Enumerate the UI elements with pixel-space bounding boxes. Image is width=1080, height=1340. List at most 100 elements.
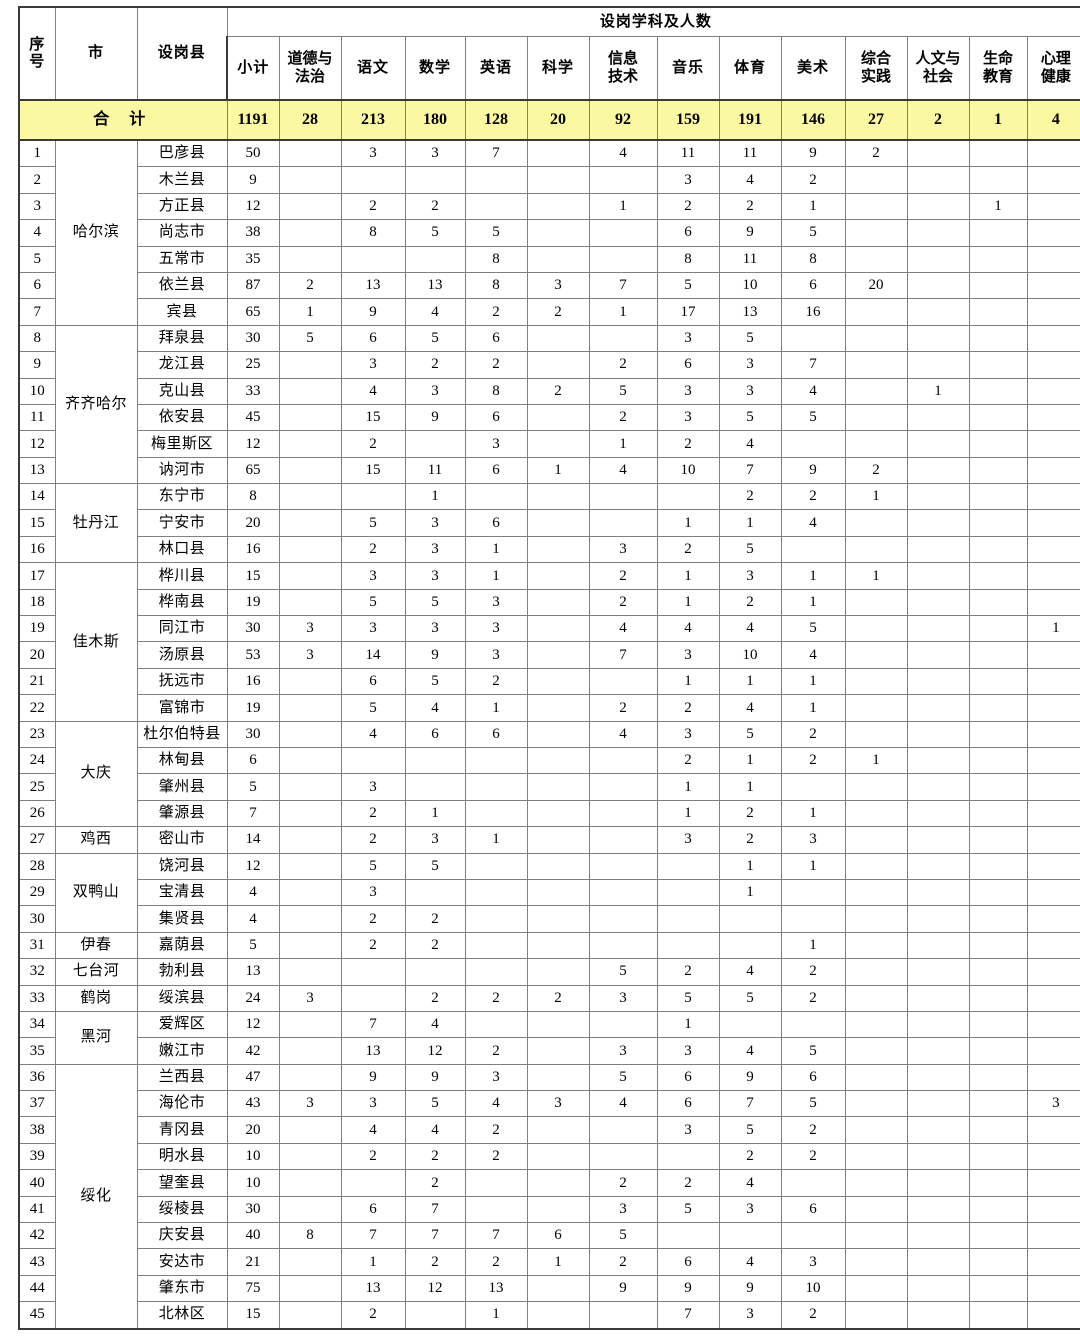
cell-math: 3 [404, 377, 466, 405]
row-county: 肇东市 [136, 1274, 228, 1303]
header-city: 市 [54, 6, 138, 101]
cell-morality-law [278, 1142, 342, 1171]
cell-art: 1 [780, 192, 846, 221]
table-row: 32 七台河 勃利县 13 5 2 4 2 [18, 958, 1080, 986]
cell-subtotal: 9 [226, 166, 280, 194]
row-county: 五常市 [136, 245, 228, 273]
cell-math [404, 430, 466, 458]
cell-science [526, 192, 590, 221]
cell-chinese: 4 [340, 377, 406, 405]
cell-pe: 1 [718, 746, 782, 775]
cell-humanities-society [906, 1248, 970, 1276]
cell-morality-law [278, 1037, 342, 1065]
cell-science [526, 245, 590, 273]
cell-life-education [968, 746, 1028, 775]
cell-integrated-practice [844, 245, 908, 273]
cell-mental-health: 3 [1026, 1090, 1080, 1118]
row-serial: 21 [18, 667, 56, 696]
cell-art: 3 [780, 1248, 846, 1276]
row-serial: 13 [18, 456, 56, 485]
cell-subtotal: 19 [226, 694, 280, 722]
row-serial: 26 [18, 799, 56, 828]
cell-humanities-society [906, 509, 970, 537]
row-city: 七台河 [54, 958, 138, 986]
table-row: 11 依安县 45 15 9 6 2 3 5 5 [18, 403, 1080, 432]
cell-subtotal: 47 [226, 1063, 280, 1092]
cell-infotech: 3 [588, 535, 658, 564]
cell-music: 5 [656, 984, 720, 1012]
row-serial: 5 [18, 245, 56, 273]
cell-music: 2 [656, 746, 720, 775]
cell-integrated-practice [844, 509, 908, 537]
cell-pe: 11 [718, 139, 782, 168]
cell-math: 3 [404, 615, 466, 643]
row-county: 嫩江市 [136, 1037, 228, 1065]
cell-life-education [968, 298, 1028, 326]
cell-science: 2 [526, 377, 590, 405]
cell-art [780, 535, 846, 564]
cell-humanities-society [906, 931, 970, 960]
cell-integrated-practice [844, 878, 908, 907]
cell-subtotal: 7 [226, 799, 280, 828]
cell-humanities-society [906, 958, 970, 986]
row-county: 肇州县 [136, 773, 228, 801]
cell-humanities-society [906, 483, 970, 511]
cell-pe: 4 [718, 958, 782, 986]
cell-math: 2 [404, 931, 466, 960]
cell-infotech: 3 [588, 1037, 658, 1065]
cell-art: 3 [780, 826, 846, 854]
cell-subtotal: 4 [226, 905, 280, 933]
cell-english [464, 166, 528, 194]
cell-science [526, 878, 590, 907]
row-serial: 17 [18, 562, 56, 590]
cell-integrated-practice [844, 641, 908, 669]
cell-mental-health [1026, 984, 1080, 1012]
cell-music [656, 1142, 720, 1171]
row-city: 大庆 [54, 720, 138, 828]
cell-infotech [588, 1142, 658, 1171]
cell-subtotal: 12 [226, 192, 280, 221]
cell-life-education [968, 799, 1028, 828]
cell-chinese: 9 [340, 298, 406, 326]
row-county: 林口县 [136, 535, 228, 564]
row-county: 方正县 [136, 192, 228, 221]
cell-english: 2 [464, 298, 528, 326]
cell-infotech: 5 [588, 958, 658, 986]
row-serial: 28 [18, 852, 56, 880]
table-row: 3 方正县 12 2 2 1 2 2 1 1 [18, 192, 1080, 221]
cell-math: 4 [404, 298, 466, 326]
cell-science [526, 1063, 590, 1092]
cell-infotech: 2 [588, 351, 658, 379]
cell-chinese: 2 [340, 535, 406, 564]
row-county: 肇源县 [136, 799, 228, 828]
cell-science [526, 799, 590, 828]
header-subject-mental-health: 心理 健康 [1026, 36, 1080, 101]
cell-morality-law [278, 720, 342, 748]
cell-integrated-practice [844, 773, 908, 801]
cell-english: 4 [464, 1090, 528, 1118]
cell-art [780, 324, 846, 353]
cell-music: 2 [656, 535, 720, 564]
cell-art: 9 [780, 456, 846, 485]
cell-art: 1 [780, 931, 846, 960]
cell-music [656, 878, 720, 907]
cell-pe: 3 [718, 1301, 782, 1330]
cell-subtotal: 16 [226, 667, 280, 696]
header-subject-math: 数学 [404, 36, 466, 101]
row-serial: 3 [18, 192, 56, 221]
cell-art: 2 [780, 1116, 846, 1144]
header-subject-humanities-society: 人文与 社会 [906, 36, 970, 101]
cell-science: 1 [526, 1248, 590, 1276]
row-county: 抚远市 [136, 667, 228, 696]
cell-subtotal: 87 [226, 271, 280, 300]
cell-mental-health [1026, 1142, 1080, 1171]
cell-mental-health [1026, 931, 1080, 960]
cell-math: 3 [404, 535, 466, 564]
cell-mental-health [1026, 667, 1080, 696]
cell-subtotal: 16 [226, 535, 280, 564]
cell-pe: 13 [718, 298, 782, 326]
cell-music: 3 [656, 324, 720, 353]
cell-pe: 7 [718, 1090, 782, 1118]
cell-art: 2 [780, 1301, 846, 1330]
cell-infotech: 5 [588, 1222, 658, 1250]
